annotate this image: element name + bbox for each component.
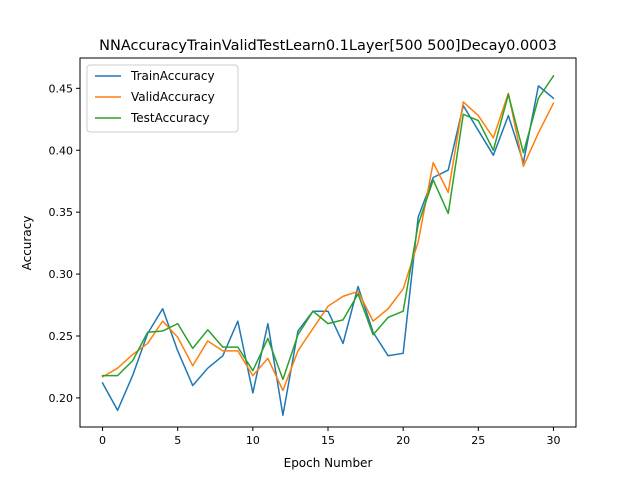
y-tick-label: 0.35: [49, 206, 74, 219]
y-tick-label: 0.25: [49, 330, 74, 343]
x-tick-label: 15: [321, 434, 335, 447]
y-axis-label: Accuracy: [20, 216, 34, 271]
legend-label-validaccuracy: ValidAccuracy: [131, 90, 215, 104]
series-line-testaccuracy: [101, 74, 555, 381]
plot-frame: [79, 57, 577, 428]
legend-box: [86, 64, 239, 133]
series-line-trainaccuracy: [101, 85, 555, 416]
x-axis-label: Epoch Number: [284, 456, 373, 470]
y-tick-label: 0.45: [49, 82, 74, 95]
legend-entries: TrainAccuracy ValidAccuracy TestAccuracy: [95, 69, 215, 125]
legend-label-testaccuracy: TestAccuracy: [130, 111, 209, 125]
x-tick-label: 0: [99, 434, 106, 447]
y-tick-label: 0.20: [49, 392, 74, 405]
x-tick-label: 10: [246, 434, 260, 447]
series-line-validaccuracy: [101, 92, 555, 392]
legend: TrainAccuracy ValidAccuracy TestAccuracy: [86, 64, 239, 133]
x-axis-ticks: 0 5 10 15 20 25 30: [99, 427, 560, 447]
x-tick-label: 30: [546, 434, 560, 447]
y-tick-label: 0.40: [49, 144, 74, 157]
x-tick-label: 25: [471, 434, 485, 447]
x-tick-label: 20: [396, 434, 410, 447]
legend-label-trainaccuracy: TrainAccuracy: [130, 69, 215, 83]
series-group: [101, 74, 555, 416]
chart-title: NNAccuracyTrainValidTestLearn0.1Layer[50…: [99, 38, 557, 54]
x-tick-label: 5: [174, 434, 181, 447]
y-axis-ticks: 0.20 0.25 0.30 0.35 0.40 0.45: [49, 82, 80, 405]
y-tick-label: 0.30: [49, 268, 74, 281]
